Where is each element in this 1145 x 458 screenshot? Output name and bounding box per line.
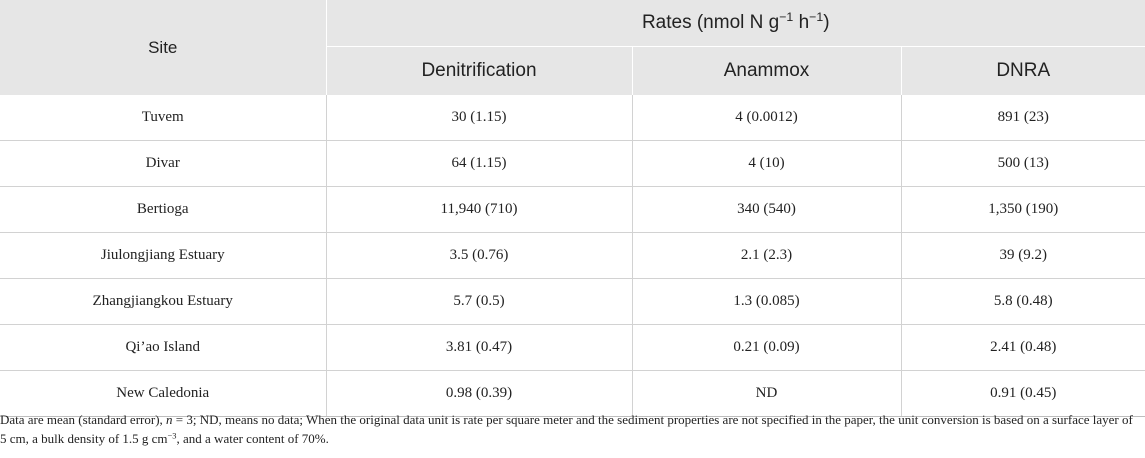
site-cell: New Caledonia <box>0 370 326 417</box>
table-body: Tuvem 30 (1.15) 4 (0.0012) 891 (23) Diva… <box>0 95 1145 417</box>
anammox-cell: ND <box>631 370 901 417</box>
denitrification-cell: 30 (1.15) <box>325 95 632 141</box>
anammox-column-header: Anammox <box>631 46 901 95</box>
denitrification-column-header: Denitrification <box>326 46 632 95</box>
dnra-column-header: DNRA <box>900 46 1145 95</box>
table-row: Qi’ao Island 3.81 (0.47) 0.21 (0.09) 2.4… <box>0 324 1145 371</box>
anammox-cell: 2.1 (2.3) <box>631 232 901 279</box>
dnra-cell: 1,350 (190) <box>900 186 1145 233</box>
denitrification-cell: 3.5 (0.76) <box>325 232 632 279</box>
rates-table: Site Rates (nmol N g−1 h−1) Denitrificat… <box>0 0 1145 417</box>
table-row: Zhangjiangkou Estuary 5.7 (0.5) 1.3 (0.0… <box>0 278 1145 325</box>
anammox-cell: 4 (10) <box>631 140 901 187</box>
table-footnote: Data are mean (standard error), n = 3; N… <box>0 412 1133 446</box>
denitrification-cell: 11,940 (710) <box>325 186 632 233</box>
table-row: Jiulongjiang Estuary 3.5 (0.76) 2.1 (2.3… <box>0 232 1145 279</box>
dnra-cell: 5.8 (0.48) <box>900 278 1145 325</box>
site-column-header: Site <box>0 0 327 95</box>
denitrification-cell: 0.98 (0.39) <box>325 370 632 417</box>
dnra-cell: 500 (13) <box>900 140 1145 187</box>
site-cell: Divar <box>0 140 326 187</box>
table-row: Divar 64 (1.15) 4 (10) 500 (13) <box>0 140 1145 187</box>
denitrification-cell: 64 (1.15) <box>325 140 632 187</box>
site-cell: Bertioga <box>0 186 326 233</box>
table-header: Site Rates (nmol N g−1 h−1) Denitrificat… <box>0 0 1145 95</box>
anammox-cell: 340 (540) <box>631 186 901 233</box>
rates-group-header: Rates (nmol N g−1 h−1) <box>326 0 1145 47</box>
site-cell: Zhangjiangkou Estuary <box>0 278 326 325</box>
anammox-cell: 1.3 (0.085) <box>631 278 901 325</box>
dnra-cell: 891 (23) <box>900 95 1145 141</box>
denitrification-cell: 3.81 (0.47) <box>325 324 632 371</box>
dnra-cell: 2.41 (0.48) <box>900 324 1145 371</box>
anammox-cell: 0.21 (0.09) <box>631 324 901 371</box>
denitrification-cell: 5.7 (0.5) <box>325 278 632 325</box>
site-cell: Tuvem <box>0 95 326 141</box>
dnra-cell: 0.91 (0.45) <box>900 370 1145 417</box>
site-cell: Qi’ao Island <box>0 324 326 371</box>
anammox-cell: 4 (0.0012) <box>631 95 901 141</box>
table-row: Bertioga 11,940 (710) 340 (540) 1,350 (1… <box>0 186 1145 233</box>
table-row: Tuvem 30 (1.15) 4 (0.0012) 891 (23) <box>0 95 1145 141</box>
dnra-cell: 39 (9.2) <box>900 232 1145 279</box>
site-cell: Jiulongjiang Estuary <box>0 232 326 279</box>
table-row: New Caledonia 0.98 (0.39) ND 0.91 (0.45) <box>0 370 1145 417</box>
